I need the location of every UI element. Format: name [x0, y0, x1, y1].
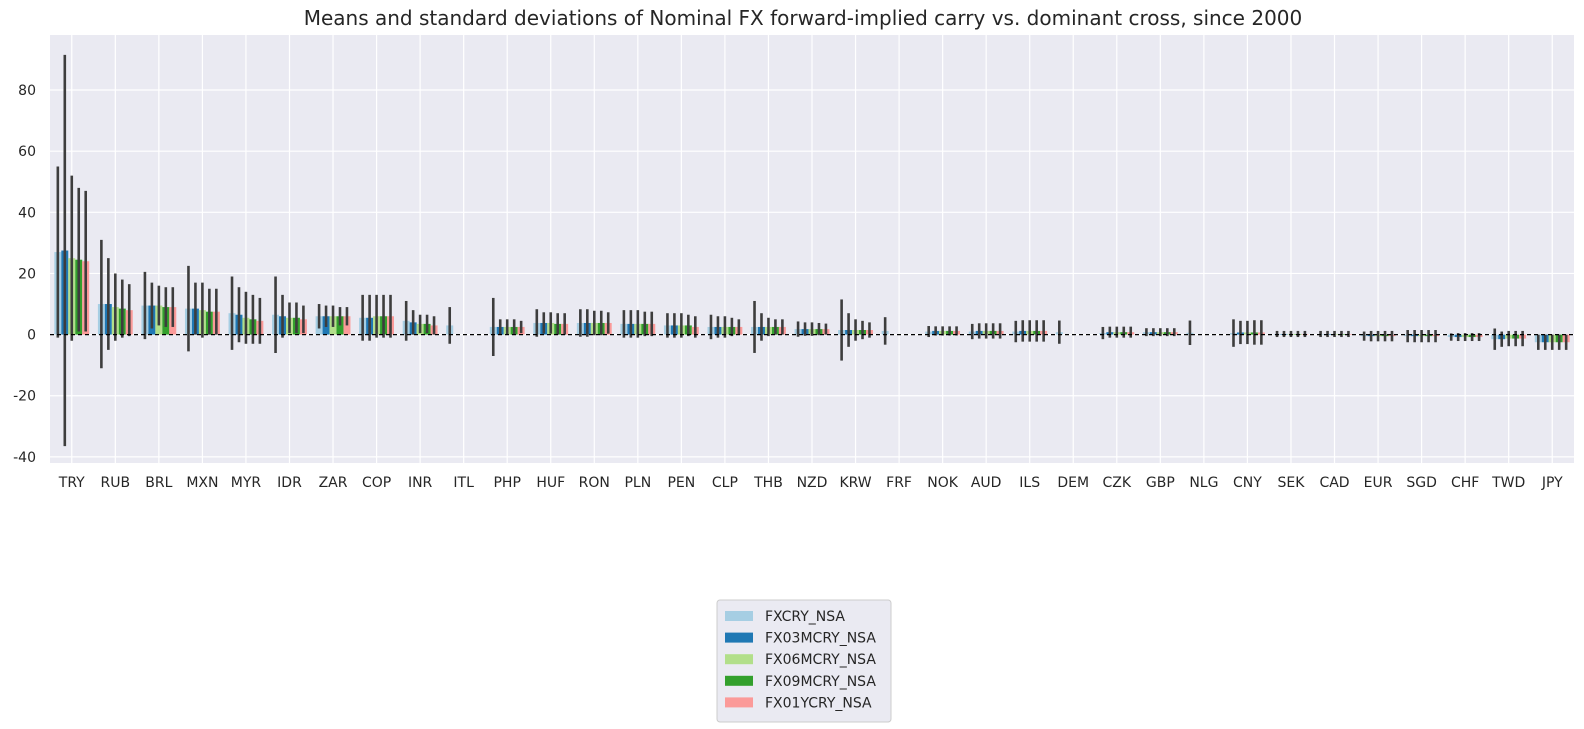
- y-tick-label: -20: [13, 389, 36, 405]
- legend-swatch: [725, 632, 753, 643]
- legend-label: FX01YCRY_NSA: [765, 695, 872, 711]
- x-tick-label: ZAR: [319, 475, 348, 491]
- x-tick-label: RON: [579, 475, 610, 491]
- x-tick-label: IDR: [277, 475, 302, 491]
- x-tick-label: KRW: [839, 475, 871, 491]
- y-tick-label: 60: [18, 144, 36, 160]
- legend-label: FX03MCRY_NSA: [765, 631, 876, 647]
- x-tick-label: HUF: [536, 475, 565, 491]
- x-tick-label: TRY: [58, 475, 85, 491]
- bar: [343, 316, 351, 335]
- legend-label: FXCRY_NSA: [765, 609, 845, 625]
- legend-frame: [716, 599, 892, 723]
- x-tick-label: INR: [408, 475, 433, 491]
- y-tick-label: -40: [13, 450, 36, 466]
- x-tick-label: NZD: [797, 475, 828, 491]
- y-tick-label: 80: [18, 83, 36, 99]
- x-tick-label: CLP: [712, 475, 738, 491]
- x-tick-label: FRF: [886, 475, 912, 491]
- x-tick-label: BRL: [145, 475, 172, 491]
- x-tick-label: GBP: [1146, 475, 1175, 491]
- legend: FXCRY_NSA FX03MCRY_NSA FX06MCRY_NSA FX09MCR…: [716, 599, 892, 723]
- y-tick-label: 0: [27, 328, 36, 344]
- legend-swatch: [725, 675, 753, 686]
- x-tick-label: CZK: [1103, 475, 1132, 491]
- x-tick-label: CHF: [1451, 475, 1479, 491]
- x-tick-label: ILS: [1019, 475, 1040, 491]
- x-tick-label: ITL: [453, 475, 474, 491]
- x-tick-label: PHP: [493, 475, 520, 491]
- x-tick-label: CNY: [1233, 475, 1262, 491]
- x-tick-label: JPY: [1541, 475, 1563, 491]
- grid-layer: [50, 35, 1574, 463]
- x-tick-label: NLG: [1189, 475, 1218, 491]
- x-tick-label: CAD: [1319, 475, 1349, 491]
- y-tick-label: 40: [18, 205, 36, 221]
- legend-swatch: [725, 697, 753, 708]
- x-tick-label: EUR: [1364, 475, 1393, 491]
- legend-label: FX06MCRY_NSA: [765, 652, 876, 668]
- legend-swatch: [725, 611, 753, 621]
- x-tick-label: DEM: [1057, 475, 1089, 491]
- x-tick-label: MXN: [186, 475, 218, 491]
- x-tick-label: TWD: [1491, 475, 1525, 491]
- x-tick-label: SEK: [1278, 475, 1306, 491]
- x-tick-label: COP: [362, 475, 391, 491]
- x-tick-label: THB: [753, 475, 783, 491]
- y-axis-ticks: -40 -20 0 20 40 60 80: [13, 83, 36, 466]
- x-axis-ticks: TRY RUB BRL MXN MYR IDR ZAR COP INR ITL PHP HUF RON P…: [58, 475, 1563, 491]
- x-tick-label: RUB: [101, 475, 131, 491]
- bar: [336, 316, 344, 335]
- chart-title: Means and standard deviations of Nominal…: [304, 6, 1303, 30]
- x-tick-label: NOK: [927, 475, 958, 491]
- x-tick-label: PLN: [624, 475, 651, 491]
- x-tick-label: SGD: [1406, 475, 1437, 491]
- y-tick-label: 20: [18, 266, 36, 282]
- x-tick-label: AUD: [971, 475, 1002, 491]
- x-tick-label: MYR: [231, 475, 262, 491]
- x-tick-label: PEN: [667, 475, 695, 491]
- legend-swatch: [725, 654, 753, 665]
- legend-label: FX09MCRY_NSA: [765, 674, 876, 690]
